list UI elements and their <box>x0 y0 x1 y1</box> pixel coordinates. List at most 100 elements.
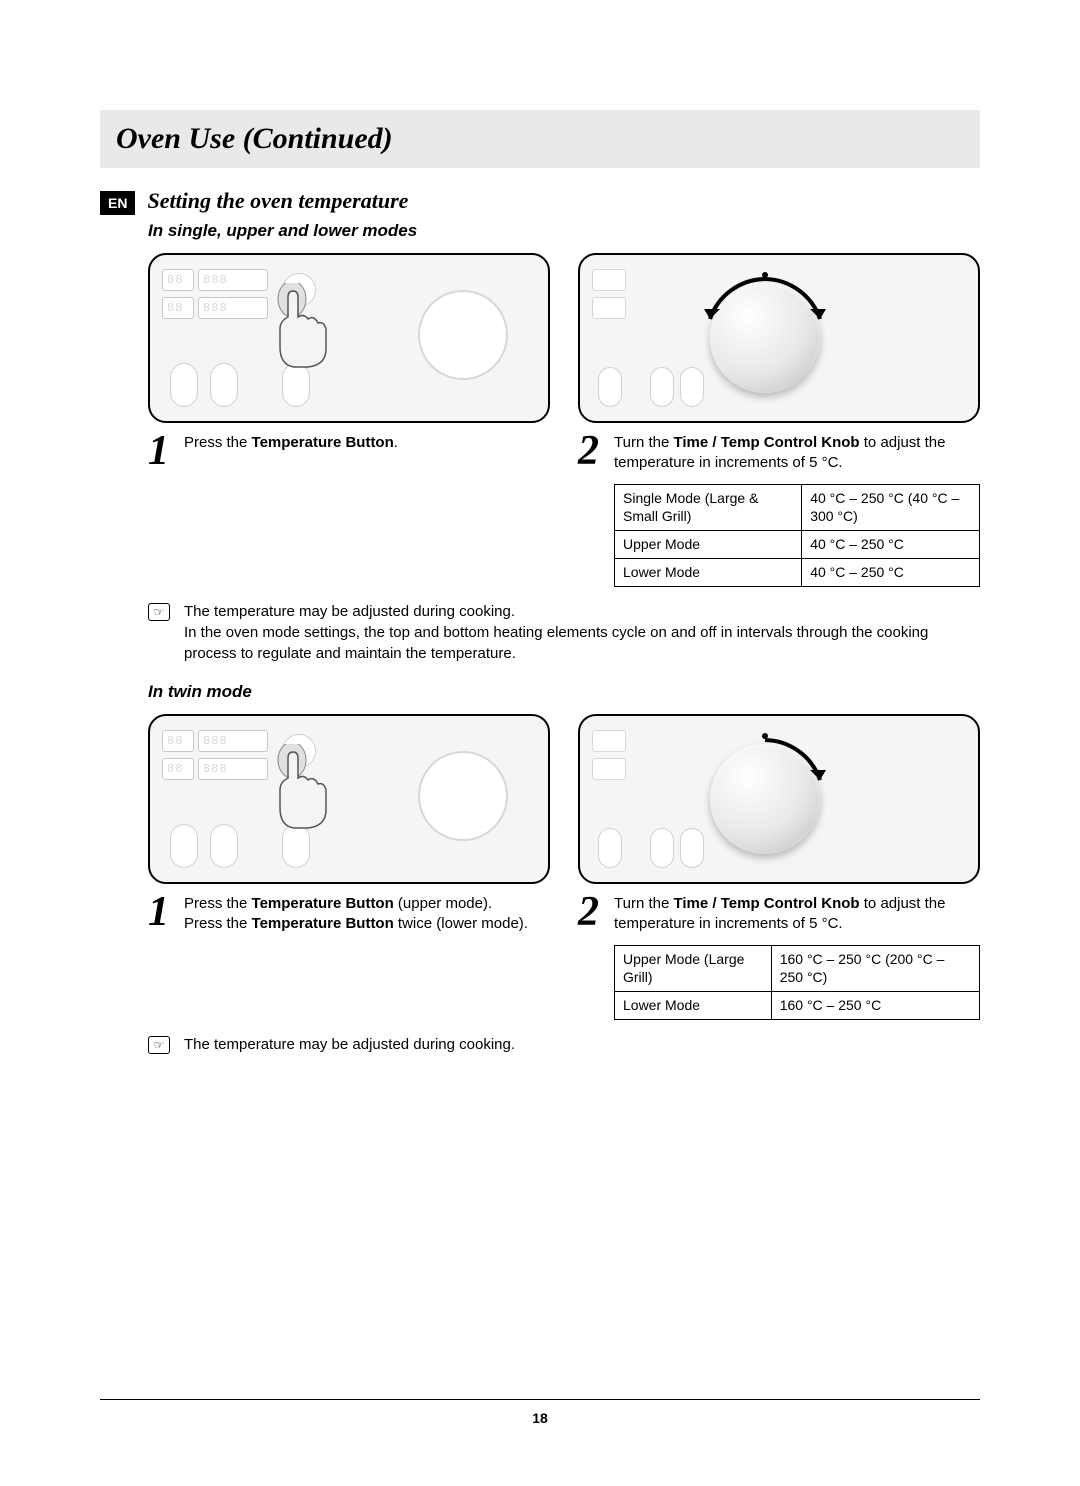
note-icon: ☞ <box>148 1036 170 1054</box>
hand-press-icon <box>268 283 338 373</box>
section-title: Setting the oven temperature <box>147 188 408 214</box>
footer-rule <box>100 1399 980 1400</box>
step1-a: 1 Press the Temperature Button. <box>148 433 550 471</box>
control-knob-ghost <box>418 290 508 380</box>
step-number: 2 <box>578 894 606 1020</box>
mode-cell: Single Mode (Large & Small Grill) <box>615 484 802 531</box>
soft-button-ghost <box>650 828 674 868</box>
mode-cell: Lower Mode <box>615 992 772 1020</box>
range-cell: 40 °C – 250 °C <box>802 559 980 587</box>
text: . <box>394 434 398 451</box>
text: twice (lower mode). <box>394 915 528 932</box>
page-footer: 18 <box>100 1399 980 1426</box>
control-panel-illustration-b2 <box>578 714 980 884</box>
note-line: The temperature may be adjusted during c… <box>184 1034 515 1055</box>
text: Turn the <box>614 434 673 451</box>
display-segment: 888 <box>198 730 268 752</box>
bold-text: Temperature Button <box>252 434 394 451</box>
display-segment: 888 <box>198 758 268 780</box>
soft-button-ghost <box>210 824 238 868</box>
section-heading-row: EN Setting the oven temperature <box>100 188 980 215</box>
manual-page: Oven Use (Continued) EN Setting the oven… <box>0 0 1080 1486</box>
title-bar: Oven Use (Continued) <box>100 110 980 168</box>
bold-text: Temperature Button <box>252 915 394 932</box>
language-badge: EN <box>100 191 135 215</box>
table-row: Upper Mode (Large Grill)160 °C – 250 °C … <box>615 945 980 992</box>
rotate-arrow-icon <box>696 730 834 868</box>
step-text: Turn the Time / Temp Control Knob to adj… <box>614 433 980 587</box>
hand-press-icon <box>268 744 338 834</box>
note-line: The temperature may be adjusted during c… <box>184 601 980 622</box>
control-knob-ghost <box>418 751 508 841</box>
section-a-content: 88 888 88 888 <box>148 253 980 664</box>
illustration-row-b: 88 888 88 888 <box>148 714 980 1020</box>
soft-button-ghost <box>598 828 622 868</box>
range-cell: 40 °C – 250 °C <box>802 531 980 559</box>
step2-b: 2 Turn the Time / Temp Control Knob to a… <box>578 894 980 1020</box>
note-text: The temperature may be adjusted during c… <box>184 601 980 664</box>
text: Press the <box>184 895 252 912</box>
text: Press the <box>184 434 252 451</box>
display-segment <box>592 297 626 319</box>
soft-button-ghost <box>170 363 198 407</box>
step1-column-b: 88 888 88 888 <box>148 714 550 1020</box>
note-line: In the oven mode settings, the top and b… <box>184 622 980 664</box>
page-number: 18 <box>100 1410 980 1426</box>
mode-cell: Upper Mode <box>615 531 802 559</box>
display-segment <box>592 269 626 291</box>
mode-cell: Upper Mode (Large Grill) <box>615 945 772 992</box>
soft-button-ghost <box>210 363 238 407</box>
step-number: 2 <box>578 433 606 587</box>
mode-cell: Lower Mode <box>615 559 802 587</box>
step-number: 1 <box>148 894 176 935</box>
page-title: Oven Use (Continued) <box>116 122 393 156</box>
step2-a: 2 Turn the Time / Temp Control Knob to a… <box>578 433 980 587</box>
subheading-twin-mode: In twin mode <box>148 682 980 702</box>
step-number: 1 <box>148 433 176 471</box>
soft-button-ghost <box>650 367 674 407</box>
subheading-single-mode: In single, upper and lower modes <box>148 221 980 241</box>
display-segment: 88 <box>162 269 194 291</box>
table-body: Upper Mode (Large Grill)160 °C – 250 °C … <box>615 945 980 1020</box>
display-segment: 888 <box>198 269 268 291</box>
step2-column-b: 2 Turn the Time / Temp Control Knob to a… <box>578 714 980 1020</box>
control-panel-illustration-a1: 88 888 88 888 <box>148 253 550 423</box>
text: Press the <box>184 915 252 932</box>
bold-text: Time / Temp Control Knob <box>673 434 859 451</box>
step2-column-a: 2 Turn the Time / Temp Control Knob to a… <box>578 253 980 587</box>
table-row: Upper Mode40 °C – 250 °C <box>615 531 980 559</box>
soft-button-ghost <box>170 824 198 868</box>
step1-column-a: 88 888 88 888 <box>148 253 550 587</box>
rotate-arrows-icon <box>696 269 834 407</box>
range-cell: 160 °C – 250 °C <box>771 992 979 1020</box>
step-text: Turn the Time / Temp Control Knob to adj… <box>614 894 980 1020</box>
table-body: Single Mode (Large & Small Grill)40 °C –… <box>615 484 980 587</box>
table-row: Lower Mode40 °C – 250 °C <box>615 559 980 587</box>
step-text: Press the Temperature Button. <box>184 433 398 471</box>
bold-text: Time / Temp Control Knob <box>673 895 859 912</box>
illustration-row-a: 88 888 88 888 <box>148 253 980 587</box>
note-b: ☞ The temperature may be adjusted during… <box>148 1034 980 1055</box>
text: Turn the <box>614 895 673 912</box>
table-row: Lower Mode160 °C – 250 °C <box>615 992 980 1020</box>
bold-text: Temperature Button <box>252 895 394 912</box>
control-panel-illustration-a2 <box>578 253 980 423</box>
control-panel-illustration-b1: 88 888 88 888 <box>148 714 550 884</box>
temperature-table-b: Upper Mode (Large Grill)160 °C – 250 °C … <box>614 945 980 1021</box>
note-a: ☞ The temperature may be adjusted during… <box>148 601 980 664</box>
text: (upper mode). <box>394 895 492 912</box>
display-segment <box>592 730 626 752</box>
temperature-table-a: Single Mode (Large & Small Grill)40 °C –… <box>614 484 980 588</box>
soft-button-ghost <box>598 367 622 407</box>
step1-b: 1 Press the Temperature Button (upper mo… <box>148 894 550 935</box>
section-b-content: 88 888 88 888 <box>148 714 980 1055</box>
display-segment: 888 <box>198 297 268 319</box>
range-cell: 40 °C – 250 °C (40 °C – 300 °C) <box>802 484 980 531</box>
display-segment: 88 <box>162 297 194 319</box>
step-text: Press the Temperature Button (upper mode… <box>184 894 528 935</box>
display-segment: 88 <box>162 758 194 780</box>
note-icon: ☞ <box>148 603 170 621</box>
note-text: The temperature may be adjusted during c… <box>184 1034 515 1055</box>
range-cell: 160 °C – 250 °C (200 °C – 250 °C) <box>771 945 979 992</box>
table-row: Single Mode (Large & Small Grill)40 °C –… <box>615 484 980 531</box>
